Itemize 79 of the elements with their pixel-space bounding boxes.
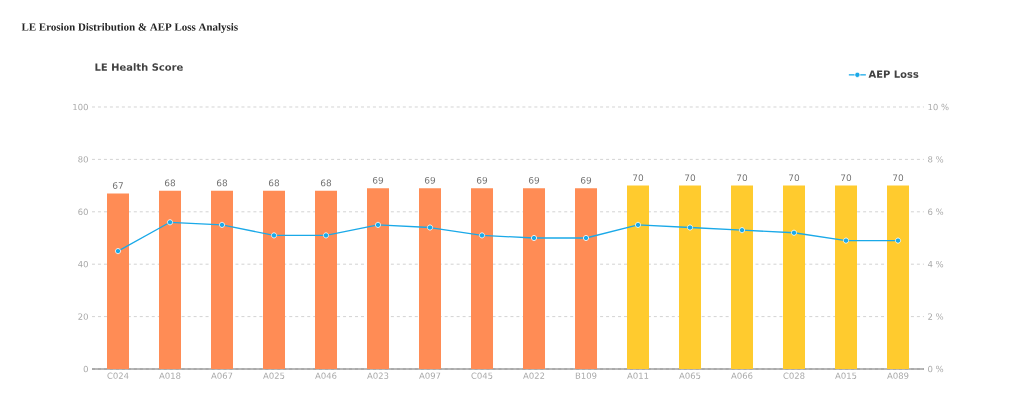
bar — [367, 188, 389, 369]
y2-tick-label: 0 % — [928, 365, 944, 373]
bar — [523, 188, 546, 369]
bar — [263, 190, 285, 369]
y-tick-label: 60 — [78, 208, 88, 216]
x-tick-label: B109 — [575, 372, 597, 379]
data-label: 70 — [737, 174, 748, 182]
bar — [627, 185, 650, 369]
point — [271, 232, 277, 239]
y2-tick-label: 6 % — [928, 208, 944, 216]
point — [843, 237, 849, 244]
y2-tick-label: 8 % — [928, 156, 944, 163]
bar — [471, 188, 494, 369]
x-tick-label: A046 — [315, 372, 337, 379]
data-label: 68 — [268, 179, 280, 187]
point — [115, 248, 121, 255]
bar — [575, 188, 598, 369]
point — [531, 235, 537, 241]
legend-label: AEP Loss — [868, 70, 919, 78]
data-label: 70 — [633, 174, 644, 182]
x-tick-label: A018 — [159, 372, 181, 379]
x-tick-label: C028 — [783, 372, 805, 379]
bar — [419, 188, 441, 369]
data-label: 69 — [424, 176, 436, 184]
x-tick-label: C045 — [471, 372, 493, 379]
point — [479, 232, 485, 239]
y-axis-title: LE Health Score — [95, 63, 183, 71]
x-tick-label: A066 — [731, 372, 753, 379]
data-label: 69 — [580, 176, 592, 184]
y-tick-label: 20 — [78, 313, 88, 320]
y-tick-label: 100 — [73, 103, 88, 111]
x-tick-label: A067 — [211, 372, 233, 379]
data-label: 68 — [320, 179, 332, 187]
y2-tick-label: 2 % — [928, 313, 944, 320]
x-tick-label: A015 — [835, 372, 857, 379]
point — [375, 221, 381, 228]
bar — [315, 190, 337, 369]
x-tick-label: C024 — [107, 372, 129, 379]
data-label: 70 — [789, 174, 800, 182]
point — [791, 229, 797, 236]
point — [635, 221, 641, 228]
bar — [731, 185, 754, 369]
data-label: 67 — [112, 182, 123, 189]
bar — [835, 185, 858, 369]
chart-title: LE Erosion Distribution & AEP Loss Analysis — [21, 23, 238, 33]
point — [895, 237, 901, 244]
x-tick-label: A023 — [367, 372, 389, 379]
bar — [211, 190, 233, 369]
data-label: 69 — [372, 176, 384, 184]
x-tick-label: A022 — [523, 372, 545, 379]
data-label: 70 — [685, 174, 696, 182]
x-tick-label: A089 — [887, 372, 909, 379]
point — [583, 235, 589, 241]
point — [219, 221, 225, 228]
y-tick-label: 40 — [78, 261, 88, 268]
point — [739, 227, 745, 234]
x-tick-label: A065 — [679, 372, 701, 379]
y-tick-label: 0 — [83, 365, 88, 373]
bar — [159, 190, 181, 369]
data-label: 68 — [216, 179, 228, 187]
data-label: 69 — [528, 176, 540, 184]
x-tick-label: A025 — [263, 372, 285, 379]
data-label: 68 — [164, 179, 176, 187]
y2-tick-label: 10 % — [928, 103, 949, 111]
bar — [783, 185, 806, 369]
point — [167, 219, 173, 226]
data-label: 70 — [893, 174, 904, 182]
point — [687, 224, 693, 231]
data-label: 70 — [841, 174, 852, 182]
bar — [887, 185, 910, 369]
point — [323, 232, 329, 239]
bar — [107, 193, 129, 369]
point — [427, 224, 433, 231]
bar — [679, 185, 702, 369]
data-label: 69 — [476, 176, 488, 184]
x-tick-label: A097 — [419, 372, 441, 379]
y-tick-label: 80 — [78, 156, 88, 163]
y2-tick-label: 4 % — [927, 261, 944, 268]
x-tick-label: A011 — [627, 372, 649, 379]
